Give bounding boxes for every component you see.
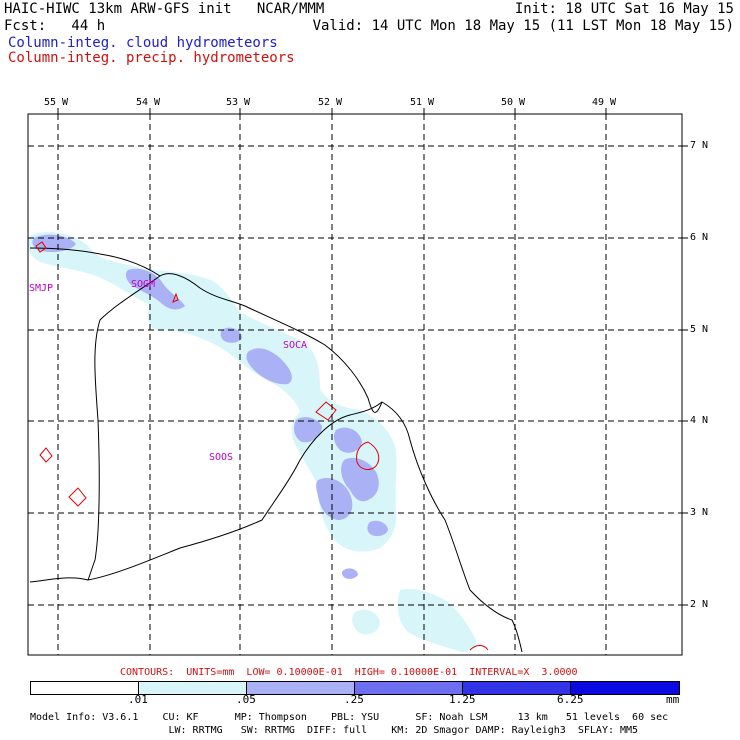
valid-time: Valid: 14 UTC Mon 18 May 15 (11 LST Mon … [312, 18, 734, 34]
lon-label-53w: 53 W [226, 97, 251, 108]
map-frame [27, 113, 683, 656]
colorbar-tick-4: 6.25 [557, 693, 584, 706]
model-info-line1: Model Info: V3.6.1 CU: KF MP: Thompson P… [30, 712, 669, 723]
colorbar-tick-1: .05 [236, 693, 256, 706]
colorbar-unit: mm [666, 693, 680, 706]
frame-ticks [57, 108, 688, 606]
colorbar-segment-5 [570, 681, 680, 695]
colorbar-segment-1 [138, 681, 246, 695]
station-soca: SOCA [283, 340, 308, 351]
field-cloud-label: Column-integ. cloud hydrometeors [8, 35, 278, 51]
colorbar-tick-3: 1.25 [449, 693, 476, 706]
lon-label-55w: 55 W [44, 97, 69, 108]
field-precip-label: Column-integ. precip. hydrometeors [8, 50, 295, 66]
map-title: HAIC-HIWC 13km ARW-GFS init NCAR/MMM [4, 1, 325, 17]
model-info-line2: LW: RRTMG SW: RRTMG DIFF: full KM: 2D Sm… [30, 725, 639, 736]
lat-label-6n: 6 N [690, 232, 709, 243]
lon-label-50w: 50 W [501, 97, 526, 108]
lat-label-5n: 5 N [690, 324, 709, 335]
contours-info: CONTOURS: UNITS=mm LOW= 0.10000E-01 HIGH… [120, 667, 578, 678]
forecast-hour: Fcst: 44 h [4, 18, 106, 34]
colorbar-tick-0: .01 [128, 693, 148, 706]
lon-label-54w: 54 W [136, 97, 161, 108]
lat-label-2n: 2 N [690, 599, 709, 610]
lat-lon-grid [28, 114, 682, 655]
lon-label-49w: 49 W [592, 97, 617, 108]
station-sogm: SOGM [131, 279, 156, 290]
colorbar-segment-2 [246, 681, 354, 695]
lon-label-51w: 51 W [410, 97, 435, 108]
coastline-borders [29, 247, 523, 653]
cloud-mid-region [32, 234, 388, 579]
station-smjp: SMJP [29, 283, 54, 294]
precip-contours [35, 241, 489, 651]
colorbar-tick-2: .25 [344, 693, 364, 706]
init-time: Init: 18 UTC Sat 16 May 15 [514, 1, 734, 17]
colorbar-segment-4 [462, 681, 570, 695]
colorbar-segment-0 [30, 681, 138, 695]
lon-label-52w: 52 W [318, 97, 343, 108]
lat-label-7n: 7 N [690, 140, 709, 151]
lat-label-3n: 3 N [690, 507, 709, 518]
colorbar-segment-3 [354, 681, 462, 695]
station-soos: SOOS [209, 452, 234, 463]
cloud-light-region [27, 232, 477, 652]
lat-label-4n: 4 N [690, 415, 709, 426]
